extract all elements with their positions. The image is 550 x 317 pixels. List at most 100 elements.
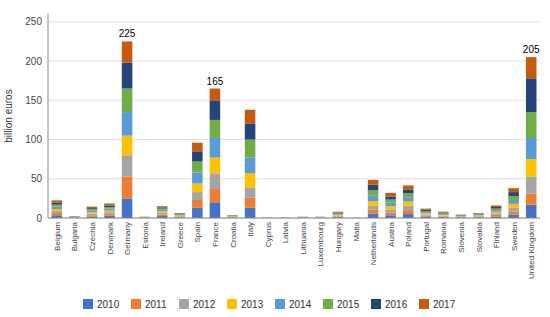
bar-segment (245, 140, 256, 158)
bar-segment (333, 214, 344, 216)
annotation: 165 (207, 76, 224, 87)
bar-segment (456, 216, 467, 217)
bar-segment (403, 214, 414, 218)
legend: 20102011201220132014201520162017 (83, 299, 456, 310)
annotation: 205 (523, 44, 540, 55)
x-tick-label: Spain (193, 222, 202, 242)
bar-segment (69, 216, 80, 217)
bar-segment (385, 196, 396, 199)
bar-segment (227, 215, 238, 216)
grid-line (48, 218, 540, 219)
bar-segment (122, 89, 133, 113)
bar-segment (368, 180, 379, 185)
bar-segment (438, 212, 449, 214)
bar-segment (421, 213, 432, 214)
bar-segment (526, 57, 537, 78)
bar-segment (210, 202, 221, 218)
bar-segment (526, 78, 537, 112)
bar-segment (175, 212, 186, 214)
bar-segment (491, 209, 502, 211)
x-tick-label: United Kingdom (527, 222, 536, 279)
bar-segment (87, 214, 98, 216)
bar-segment (403, 206, 414, 210)
bar-segment (245, 110, 256, 124)
bar-segment (508, 188, 519, 192)
bar-segment (315, 216, 326, 217)
legend-label: 2017 (433, 299, 456, 310)
bar-segment (87, 215, 98, 216)
bar-segment (87, 211, 98, 213)
y-axis-line (48, 14, 49, 218)
bar-segment (104, 207, 115, 209)
bar-segment (87, 212, 98, 214)
bar-segment (227, 216, 238, 217)
x-tick-label: Italy (246, 222, 255, 237)
bar-segment (192, 151, 203, 161)
bar-segment (456, 215, 467, 217)
x-tick-label: France (211, 221, 220, 246)
bar-segment (333, 213, 344, 215)
legend-swatch (131, 299, 141, 309)
bar-segment (104, 212, 115, 214)
bar-segment (104, 214, 115, 216)
bar-segment (157, 214, 168, 216)
bar-segment (87, 207, 98, 209)
bar-segment (192, 192, 203, 200)
y-tick-label: 150 (25, 95, 42, 106)
bar-segment (508, 211, 519, 214)
bar-segment (491, 210, 502, 212)
bar-segment (508, 196, 519, 200)
bar-segment (69, 216, 80, 217)
legend-swatch (419, 299, 429, 309)
bar-segment (122, 136, 133, 156)
bar-segment (491, 205, 502, 207)
bar-segment (508, 208, 519, 212)
bar-segment (210, 189, 221, 202)
bar-segment (333, 216, 344, 218)
bar-segment (210, 158, 221, 174)
legend-swatch (323, 299, 333, 309)
x-tick-label: Croatia (229, 221, 238, 247)
x-tick-label: Bulgaria (70, 221, 79, 251)
bar-segment (456, 215, 467, 216)
chart: 050100150200250billion eurosBelgiumBulga… (0, 0, 550, 317)
bar-segment (245, 198, 256, 208)
bar-segment (421, 216, 432, 217)
bar-segment (526, 112, 537, 138)
bar-segment (298, 216, 309, 217)
bar-segment (421, 211, 432, 212)
bar-segment (245, 208, 256, 218)
bar-segment (52, 211, 63, 213)
bar-segment (526, 138, 537, 159)
y-tick-label: 100 (25, 134, 42, 145)
legend-label: 2016 (385, 299, 408, 310)
bar-segment (368, 196, 379, 201)
bar-segment (69, 216, 80, 217)
bar-segment (403, 185, 414, 189)
bar-segment (315, 216, 326, 217)
bar-segment (403, 197, 414, 201)
bar-segment (421, 214, 432, 215)
x-tick-label: Portugal (422, 222, 431, 252)
bar-segment (508, 204, 519, 208)
bar-segment (456, 215, 467, 216)
x-tick-label: Poland (404, 222, 413, 247)
bar-segment (491, 213, 502, 215)
bar-segment (333, 211, 344, 213)
legend-swatch (179, 299, 189, 309)
bar-segment (508, 200, 519, 204)
x-tick-label: Austria (387, 221, 396, 246)
bar-segment (122, 41, 133, 62)
bar-segment (438, 216, 449, 218)
bar-segment (157, 207, 168, 208)
bar-segment (245, 124, 256, 140)
x-tick-label: Slovenia (457, 221, 466, 252)
bar-segment (139, 216, 150, 217)
legend-swatch (83, 299, 93, 309)
bar-segment (508, 214, 519, 218)
bar-segment (104, 203, 115, 205)
bar-segment (421, 212, 432, 213)
legend-label: 2011 (145, 299, 167, 310)
x-tick-label: Sweden (510, 222, 519, 251)
bar-segment (210, 173, 221, 189)
